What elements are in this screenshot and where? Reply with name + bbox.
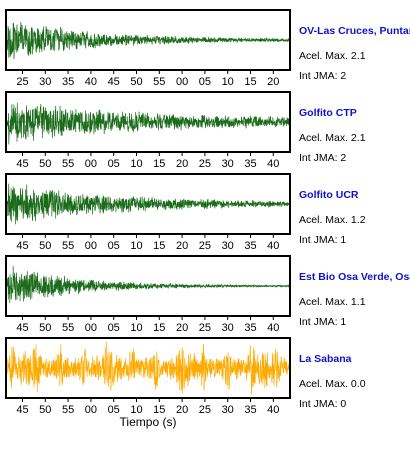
tick-label: 00 <box>85 158 97 170</box>
seismic-trace-3 <box>6 183 290 225</box>
panel-frame-3 <box>5 173 291 235</box>
station-name-5: La Sabana <box>299 353 352 365</box>
station-name-3: Golfito UCR <box>299 189 359 201</box>
tick-label: 55 <box>153 76 165 88</box>
tick-label: 35 <box>244 158 256 170</box>
tick-label: 35 <box>244 240 256 252</box>
tick-label: 55 <box>62 322 74 334</box>
tick-label: 50 <box>39 158 51 170</box>
seismic-trace-1 <box>6 21 290 60</box>
seismic-trace-2 <box>6 102 290 145</box>
tick-label: 25 <box>199 404 211 416</box>
tick-label: 05 <box>108 404 120 416</box>
tick-label: 55 <box>62 240 74 252</box>
tick-label: 25 <box>16 76 28 88</box>
acel-max-label-4: Acel. Max. 1.1 <box>299 296 366 308</box>
int-jma-label-5: Int JMA: 0 <box>299 398 346 410</box>
tick-label: 50 <box>39 240 51 252</box>
tick-label: 10 <box>222 76 234 88</box>
station-name-2: Golfito CTP <box>299 107 357 119</box>
tick-label: 25 <box>199 322 211 334</box>
tick-label: 30 <box>222 404 234 416</box>
panel-frame-4 <box>5 255 291 317</box>
tick-label: 40 <box>267 240 279 252</box>
tick-label: 40 <box>267 322 279 334</box>
panel-1: 25 30 35 40 45 50 55 00 05 10 15 20 OV-Las Cruces, P… <box>5 9 410 88</box>
int-jma-label-4: Int JMA: 1 <box>299 316 346 328</box>
acel-max-label-2: Acel. Max. 2.1 <box>299 132 366 144</box>
tick-label: 30 <box>222 158 234 170</box>
tick-label: 30 <box>222 322 234 334</box>
panel-4: 45 50 55 00 05 10 15 20 25 30 35 40 Est Bio Osa Verd… <box>5 255 410 334</box>
panel-frame-5 <box>5 337 291 399</box>
int-jma-label-1: Int JMA: 2 <box>299 70 346 82</box>
int-jma-label-2: Int JMA: 2 <box>299 152 346 164</box>
tick-label: 55 <box>62 158 74 170</box>
tick-label: 50 <box>39 322 51 334</box>
tick-label: 25 <box>199 158 211 170</box>
tick-label: 50 <box>130 76 142 88</box>
acel-max-label-3: Acel. Max. 1.2 <box>299 214 366 226</box>
tick-label: 40 <box>267 158 279 170</box>
tick-label: 05 <box>108 240 120 252</box>
panel-frame-1 <box>5 9 291 71</box>
tick-label: 20 <box>267 76 279 88</box>
tick-label: 00 <box>85 322 97 334</box>
seismic-trace-4 <box>6 265 290 303</box>
tick-label: 15 <box>153 404 165 416</box>
tick-label: 10 <box>130 158 142 170</box>
tick-label: 45 <box>16 158 28 170</box>
int-jma-label-3: Int JMA: 1 <box>299 234 346 246</box>
panel-3: 45 50 55 00 05 10 15 20 25 30 35 40 Golfito UCR Acel.… <box>5 173 366 252</box>
acel-max-label-5: Acel. Max. 0.0 <box>299 378 366 390</box>
acel-max-label-1: Acel. Max. 2.1 <box>299 50 366 62</box>
tick-label: 45 <box>108 76 120 88</box>
tick-label: 50 <box>39 404 51 416</box>
tick-label: 25 <box>199 240 211 252</box>
tick-label: 10 <box>130 322 142 334</box>
tick-label: 10 <box>130 404 142 416</box>
tick-label: 30 <box>39 76 51 88</box>
tick-label: 15 <box>153 158 165 170</box>
tick-label: 00 <box>176 76 188 88</box>
tick-label: 20 <box>176 240 188 252</box>
tick-label: 40 <box>267 404 279 416</box>
tick-label: 05 <box>199 76 211 88</box>
tick-label: 35 <box>244 322 256 334</box>
station-name-4: Est Bio Osa Verde, Osa <box>299 271 410 283</box>
tick-label: 00 <box>85 240 97 252</box>
tick-label: 40 <box>85 76 97 88</box>
tick-label: 00 <box>85 404 97 416</box>
tick-label: 05 <box>108 322 120 334</box>
x-axis-label: Tiempo (s) <box>120 415 177 429</box>
tick-label: 15 <box>244 76 256 88</box>
tick-label: 30 <box>222 240 234 252</box>
station-name-1: OV-Las Cruces, Puntar <box>299 25 410 37</box>
panel-2: 45 50 55 00 05 10 15 20 25 30 35 40 Golfito CTP Acel.… <box>5 91 366 170</box>
tick-label: 45 <box>16 322 28 334</box>
panel-frame-2 <box>5 91 291 153</box>
tick-label: 45 <box>16 404 28 416</box>
tick-label: 35 <box>62 76 74 88</box>
tick-label: 45 <box>16 240 28 252</box>
tick-label: 10 <box>130 240 142 252</box>
tick-label: 55 <box>62 404 74 416</box>
tick-label: 15 <box>153 322 165 334</box>
tick-label: 35 <box>244 404 256 416</box>
panel-5: 45 50 55 00 05 10 15 20 25 30 35 40 La Sabana Acel. M… <box>5 337 366 416</box>
seismic-trace-5 <box>6 342 290 395</box>
tick-label: 15 <box>153 240 165 252</box>
tick-label: 20 <box>176 404 188 416</box>
tick-label: 20 <box>176 322 188 334</box>
tick-label: 20 <box>176 158 188 170</box>
tick-label: 05 <box>108 158 120 170</box>
